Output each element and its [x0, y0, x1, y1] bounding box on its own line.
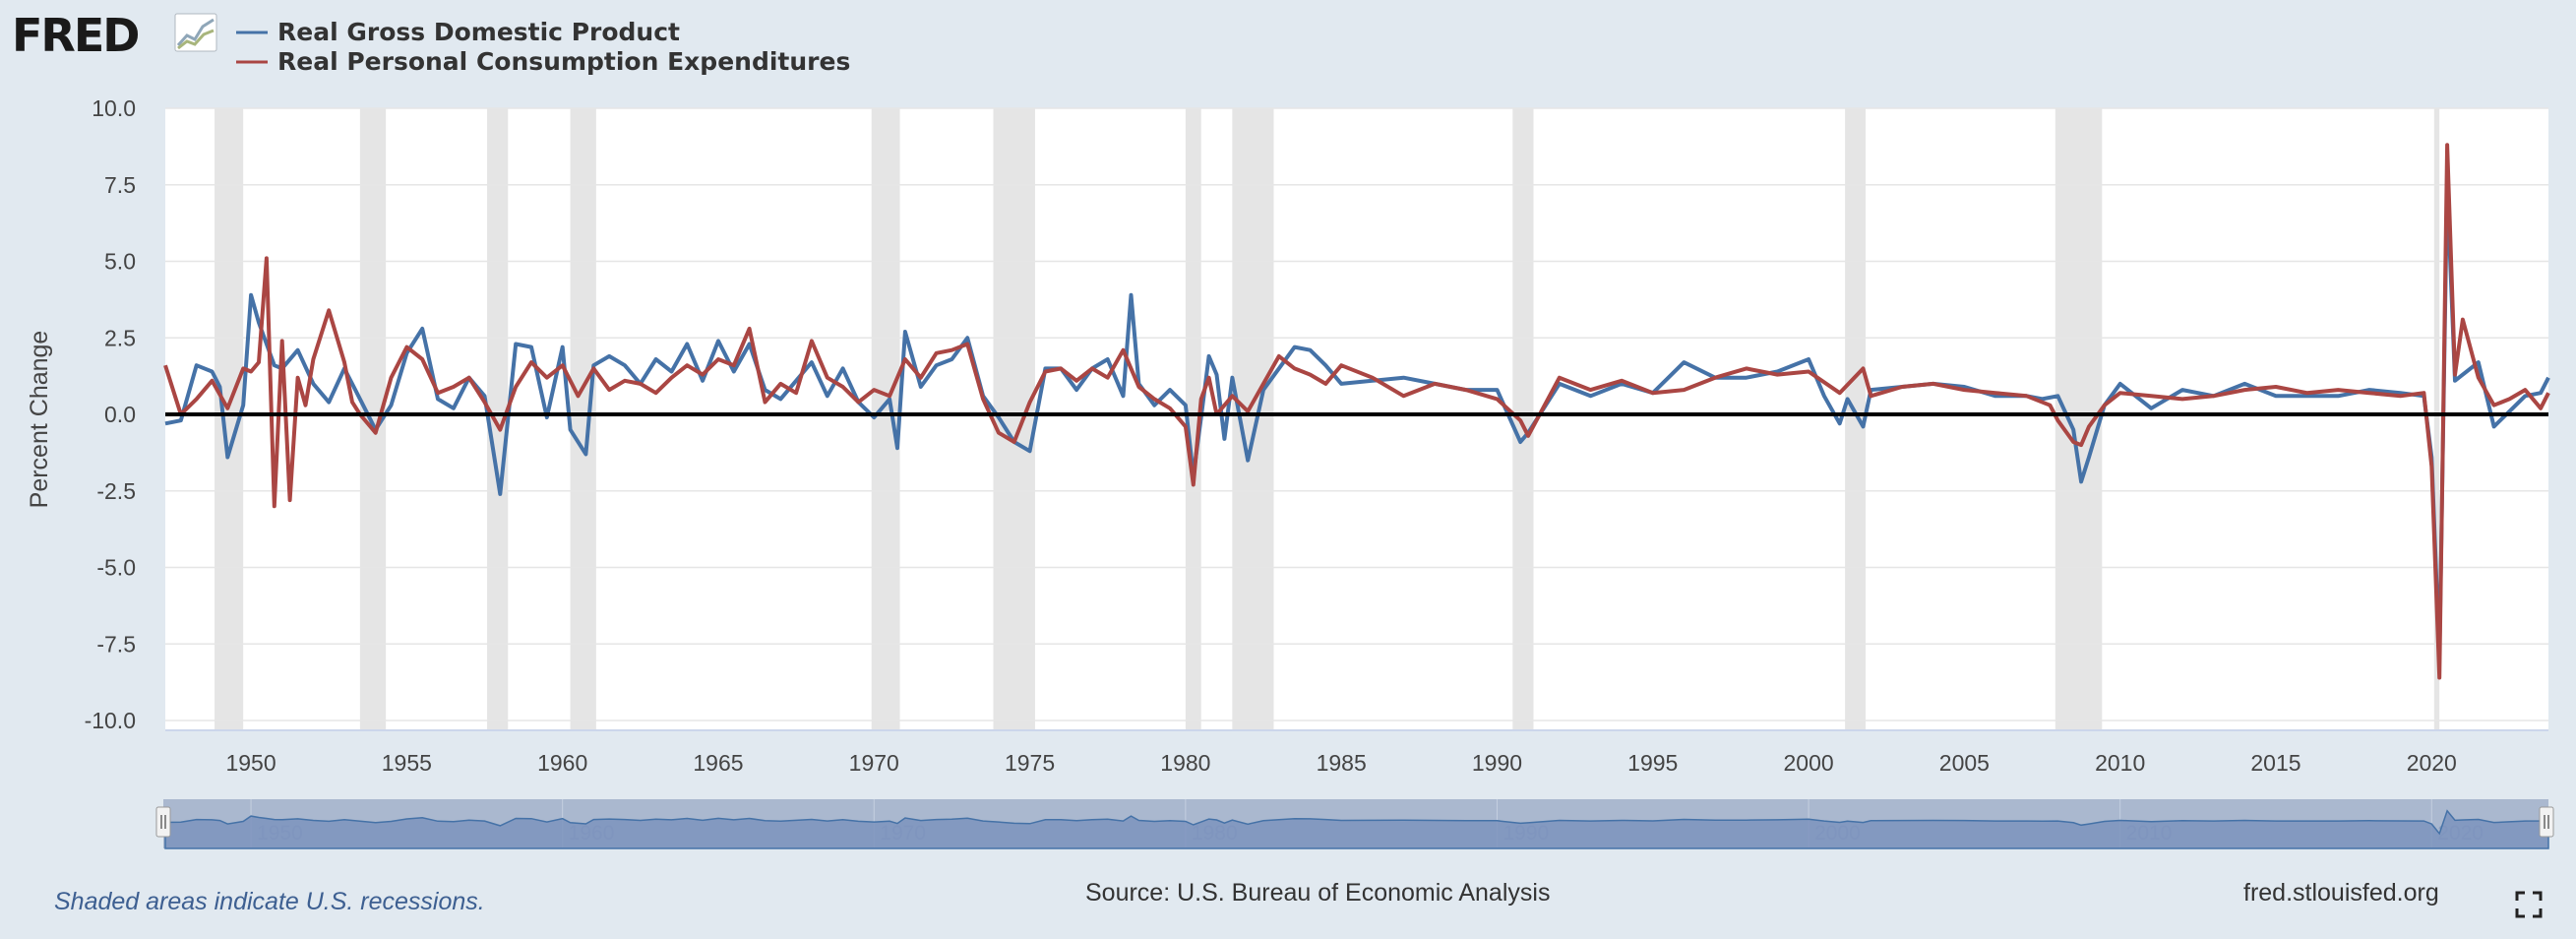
x-tick-label: 1950 — [225, 750, 276, 776]
x-tick-label: 2020 — [2407, 750, 2457, 776]
grip-icon — [160, 815, 166, 829]
y-tick-label: 5.0 — [104, 249, 136, 275]
site-link[interactable]: fred.stlouisfed.org — [2243, 879, 2439, 907]
x-tick-label: 1975 — [1005, 750, 1055, 776]
recession-bands — [215, 108, 2440, 730]
x-tick-label: 2010 — [2095, 750, 2145, 776]
y-tick-label: -5.0 — [96, 555, 136, 581]
fullscreen-icon[interactable] — [2515, 891, 2543, 918]
y-tick-label: 7.5 — [104, 172, 136, 198]
recession-band — [871, 108, 900, 730]
y-axis-ticks: 10.0 7.5 5.0 2.5 0.0 -2.5 -5.0 -7.5 -10.0 — [85, 95, 136, 733]
x-tick-label: 2015 — [2250, 750, 2300, 776]
line-chart-icon — [174, 13, 217, 52]
recession-band — [1185, 108, 1201, 730]
x-tick-label: 2000 — [1783, 750, 1833, 776]
y-tick-label: 2.5 — [104, 325, 136, 350]
legend-label-pce: Real Personal Consumption Expenditures — [277, 47, 850, 76]
x-tick-label: 1995 — [1627, 750, 1678, 776]
legend-item-gdp[interactable]: Real Gross Domestic Product — [236, 18, 680, 46]
grip-icon — [2544, 815, 2549, 829]
y-tick-label: -7.5 — [96, 631, 136, 657]
source-text: Source: U.S. Bureau of Economic Analysis — [1085, 879, 1551, 907]
x-tick-label: 2005 — [1939, 750, 1990, 776]
recession-band — [1512, 108, 1534, 730]
x-tick-label: 1965 — [693, 750, 743, 776]
fred-logo-text: FRED — [12, 9, 138, 62]
legend-item-pce[interactable]: Real Personal Consumption Expenditures — [236, 47, 850, 76]
recession-note: Shaded areas indicate U.S. recessions. — [54, 888, 485, 915]
recession-band — [2433, 108, 2440, 730]
y-tick-label: 0.0 — [104, 402, 136, 427]
plot-area — [165, 108, 2548, 730]
x-tick-label: 1955 — [382, 750, 432, 776]
y-tick-label: 10.0 — [92, 95, 136, 121]
y-tick-label: -2.5 — [96, 478, 136, 504]
x-tick-label: 1985 — [1317, 750, 1367, 776]
range-navigator[interactable]: 19501960197019801990200020102020 — [155, 799, 2554, 849]
x-tick-label: 1980 — [1160, 750, 1210, 776]
recession-band — [487, 108, 509, 730]
recession-band — [1845, 108, 1867, 730]
legend: Real Gross Domestic Product Real Persona… — [236, 18, 850, 76]
x-tick-label: 1990 — [1472, 750, 1522, 776]
navigator-series — [164, 809, 2549, 849]
navigator-handle-right[interactable] — [2539, 806, 2554, 838]
x-tick-label: 1970 — [849, 750, 899, 776]
recession-band — [570, 108, 596, 730]
x-tick-label: 1960 — [537, 750, 587, 776]
x-axis-ticks: 1950 1955 1960 1965 1970 1975 1980 1985 1990 1995… — [225, 750, 2456, 776]
navigator-handle-left[interactable] — [155, 806, 171, 838]
fred-logo[interactable]: FRED — [12, 9, 217, 62]
y-tick-label: -10.0 — [85, 708, 136, 733]
y-axis-label: Percent Change — [26, 331, 53, 509]
legend-label-gdp: Real Gross Domestic Product — [277, 18, 680, 46]
